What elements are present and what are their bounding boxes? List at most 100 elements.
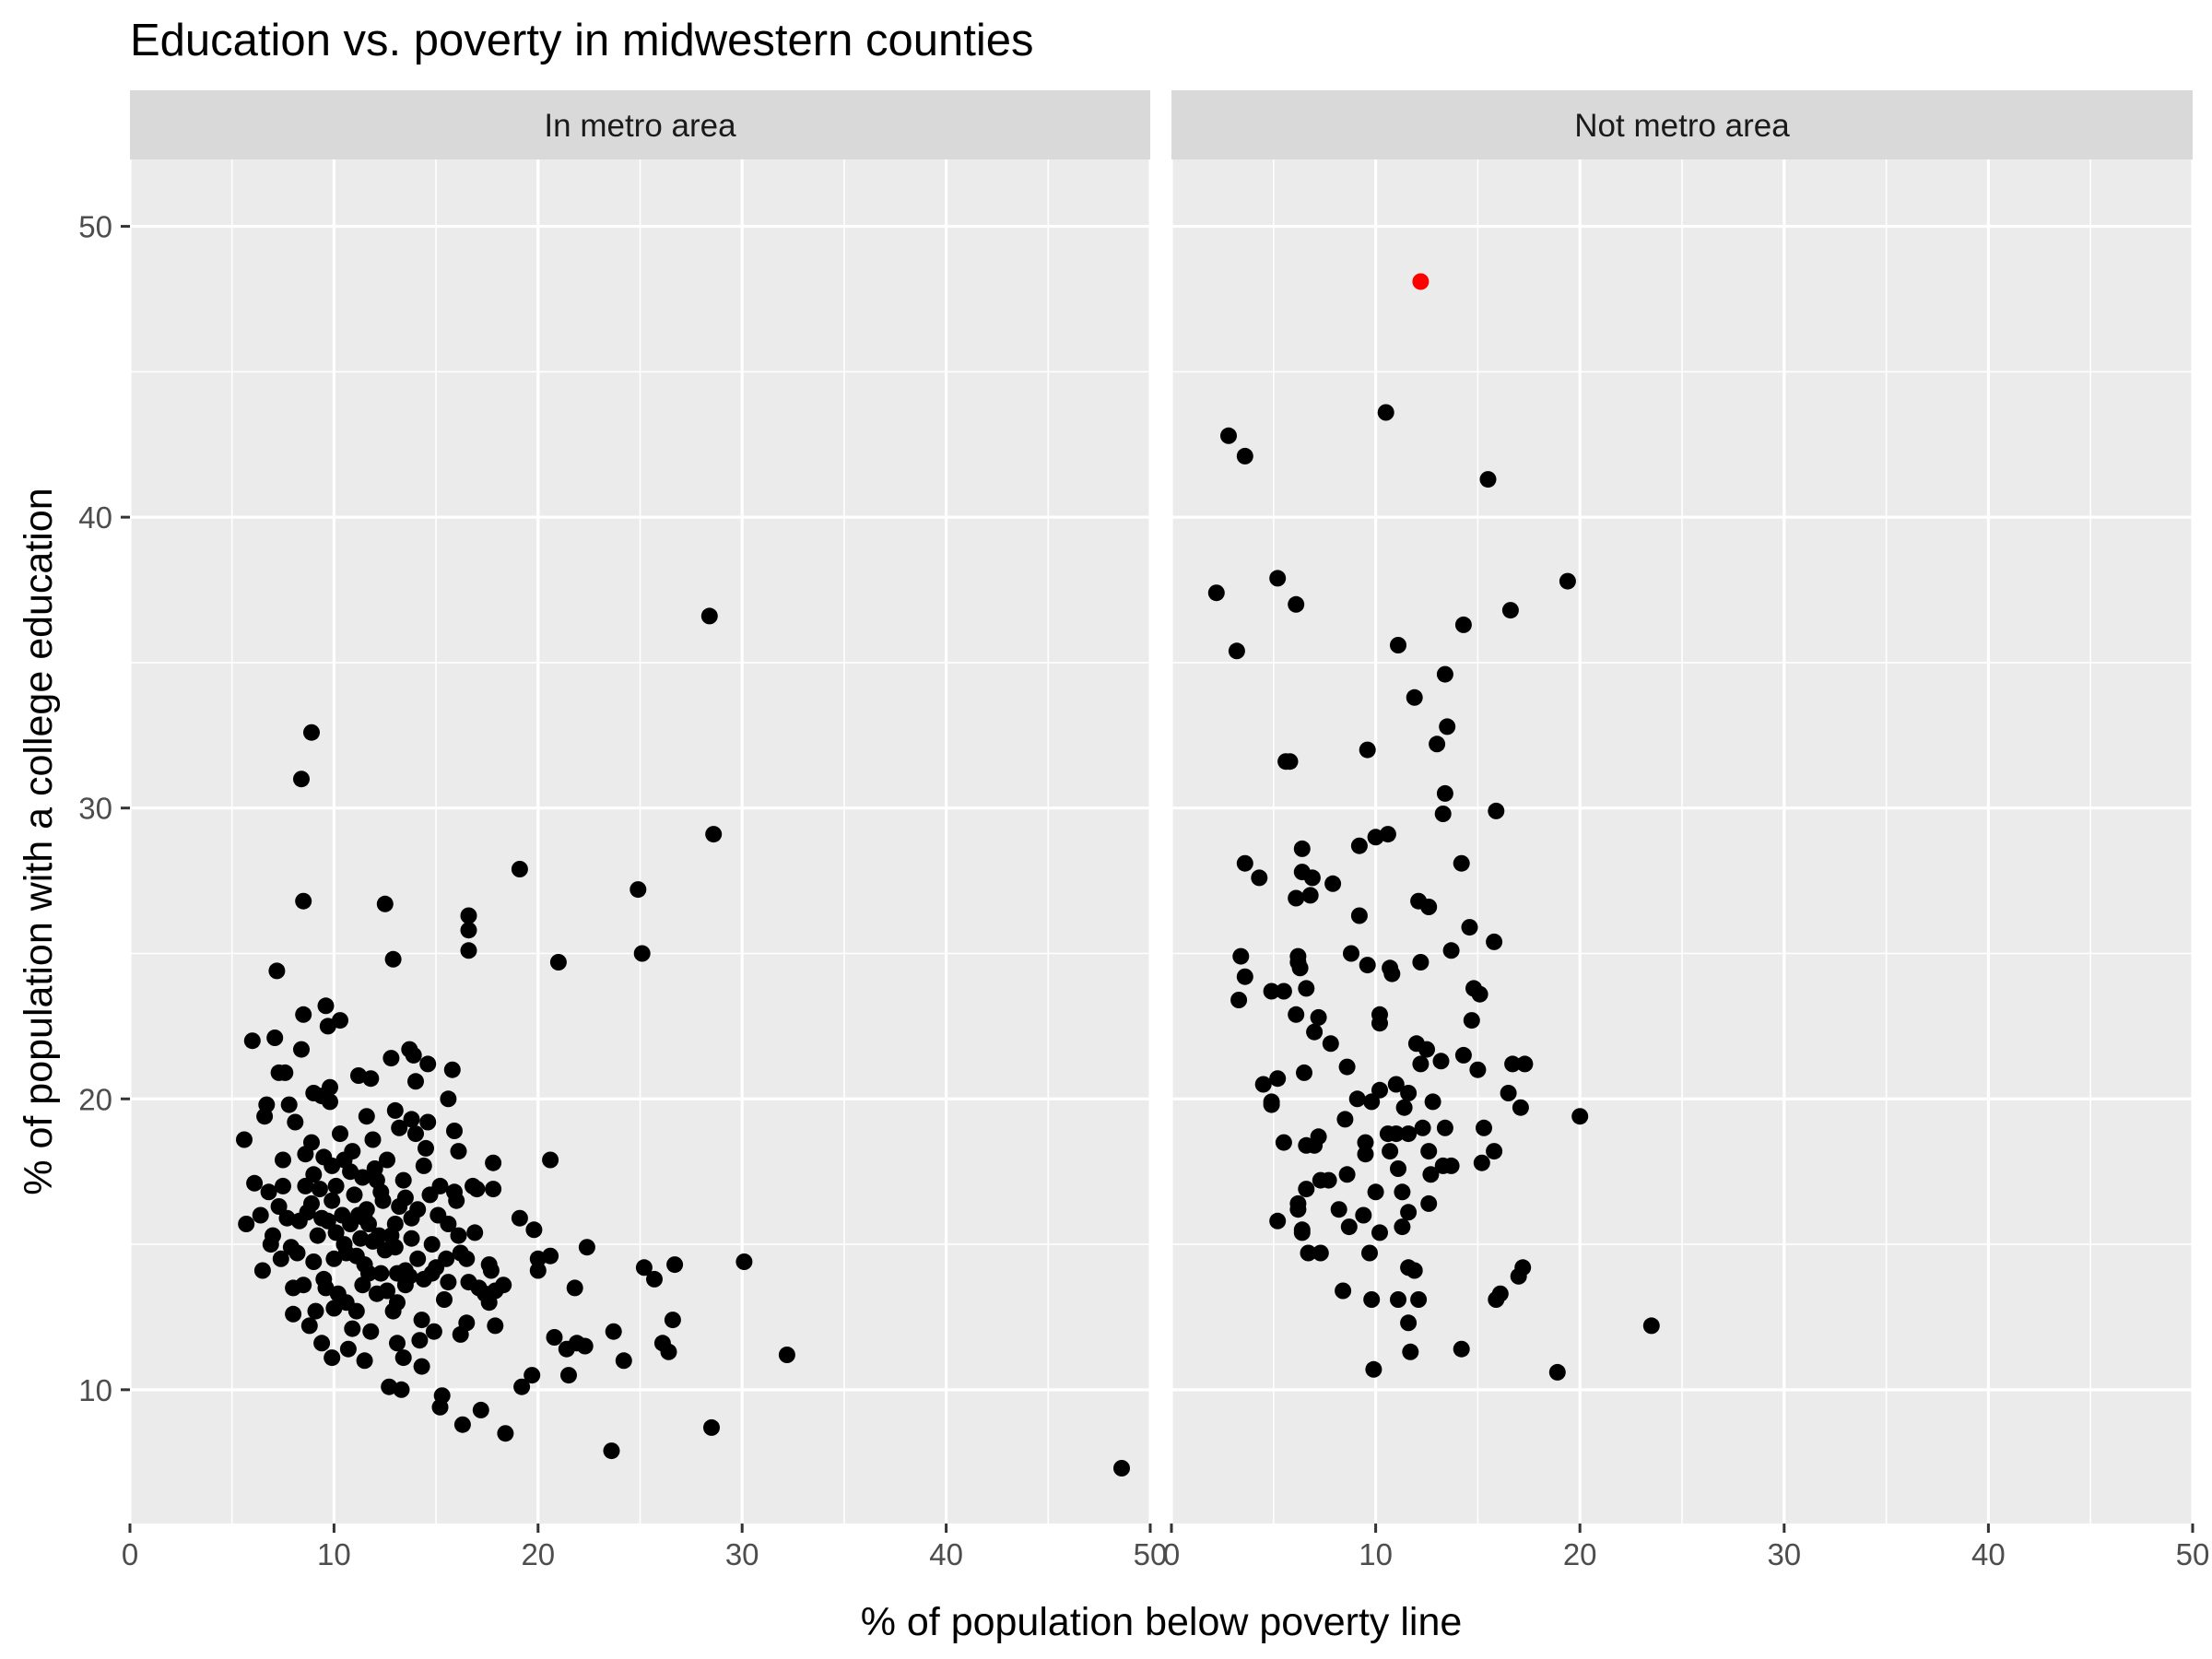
data-point [1400, 1085, 1418, 1101]
data-point [389, 1265, 406, 1282]
data-point [311, 1181, 328, 1198]
data-point [1476, 1119, 1492, 1136]
data-point [1363, 1093, 1381, 1111]
data-point [1453, 854, 1470, 872]
data-point [1275, 1134, 1292, 1151]
data-point [635, 1259, 653, 1277]
data-point [1269, 1212, 1287, 1230]
y-tick-label: 50 [78, 210, 112, 244]
data-point [396, 1189, 414, 1206]
data-point [529, 1250, 547, 1267]
data-point [270, 1198, 288, 1215]
data-point [546, 1329, 563, 1346]
data-point [1207, 584, 1225, 602]
data-point [1400, 1125, 1418, 1143]
data-point [238, 1216, 255, 1232]
data-point [1453, 1340, 1470, 1358]
data-point [344, 1320, 361, 1337]
data-point [285, 1279, 302, 1297]
data-point [1400, 1314, 1418, 1332]
data-point [303, 724, 320, 741]
data-point [409, 1250, 427, 1267]
data-point [293, 1041, 310, 1058]
data-point [1486, 1143, 1503, 1160]
data-point [272, 1250, 289, 1267]
data-point [1432, 1053, 1450, 1070]
x-tick-label: 20 [521, 1537, 555, 1571]
data-point [1420, 899, 1438, 915]
data-point [1269, 1070, 1287, 1088]
data-point [1301, 887, 1319, 904]
x-tick-label: 40 [1971, 1537, 2006, 1571]
data-point [1281, 753, 1299, 771]
data-point [1350, 837, 1368, 854]
data-point [419, 1055, 437, 1073]
data-point [525, 1221, 543, 1239]
data-point [466, 1224, 484, 1241]
data-point [1291, 959, 1309, 977]
data-point [1454, 616, 1472, 633]
data-point [1510, 1267, 1527, 1285]
data-point [1402, 1343, 1419, 1360]
data-point [360, 1265, 377, 1282]
data-point [460, 942, 477, 959]
data-point [423, 1236, 441, 1253]
data-point [327, 1177, 345, 1194]
data-point [1486, 933, 1503, 950]
data-point [401, 1041, 418, 1058]
data-point [1298, 1181, 1315, 1198]
data-point [425, 1323, 442, 1340]
data-point [386, 1101, 404, 1119]
data-point [413, 1358, 430, 1375]
data-point [1465, 980, 1482, 997]
data-point [282, 1239, 300, 1256]
data-point [511, 1209, 528, 1227]
data-point [287, 1113, 304, 1131]
data-point [1469, 1061, 1487, 1078]
data-point [566, 1279, 583, 1297]
data-point [403, 1230, 420, 1247]
y-axis: 10 20 30 40 50 [78, 210, 130, 1407]
data-point [1394, 1183, 1411, 1201]
data-point [356, 1352, 373, 1370]
data-point [1269, 570, 1287, 587]
data-point [1436, 665, 1453, 683]
x-tick-label: 0 [1163, 1537, 1180, 1571]
data-point [246, 1174, 264, 1192]
data-point [653, 1335, 671, 1352]
data-point [275, 1151, 291, 1169]
data-point [295, 892, 312, 910]
data-point [1336, 1111, 1354, 1128]
data-point [1387, 1076, 1405, 1093]
data-point [1442, 942, 1460, 959]
data-point [1359, 957, 1376, 974]
data-point [558, 1340, 575, 1358]
data-point [352, 1230, 370, 1247]
data-point [384, 1302, 402, 1320]
data-point [1390, 1291, 1406, 1308]
data-point [300, 1317, 318, 1335]
data-point [646, 1270, 663, 1288]
data-point [485, 1181, 502, 1198]
data-point [1300, 1244, 1317, 1262]
data-point [252, 1206, 269, 1224]
data-point [1442, 1157, 1460, 1174]
y-axis-title: % of population with a college education [17, 488, 61, 1194]
data-point [350, 1067, 367, 1084]
data-point [452, 1244, 469, 1262]
data-point [418, 1139, 434, 1157]
data-point [480, 1256, 498, 1274]
data-point [1516, 1055, 1534, 1073]
data-point [452, 1325, 469, 1343]
data-point [268, 962, 286, 980]
data-point [450, 1227, 467, 1244]
x-tick-label: 40 [929, 1537, 963, 1571]
data-point [1383, 965, 1401, 982]
data-point [295, 1006, 312, 1023]
data-point [1436, 1119, 1453, 1136]
data-point [403, 1111, 420, 1128]
data-point [1298, 980, 1315, 997]
data-point [313, 1209, 331, 1227]
data-point [1382, 1143, 1399, 1160]
